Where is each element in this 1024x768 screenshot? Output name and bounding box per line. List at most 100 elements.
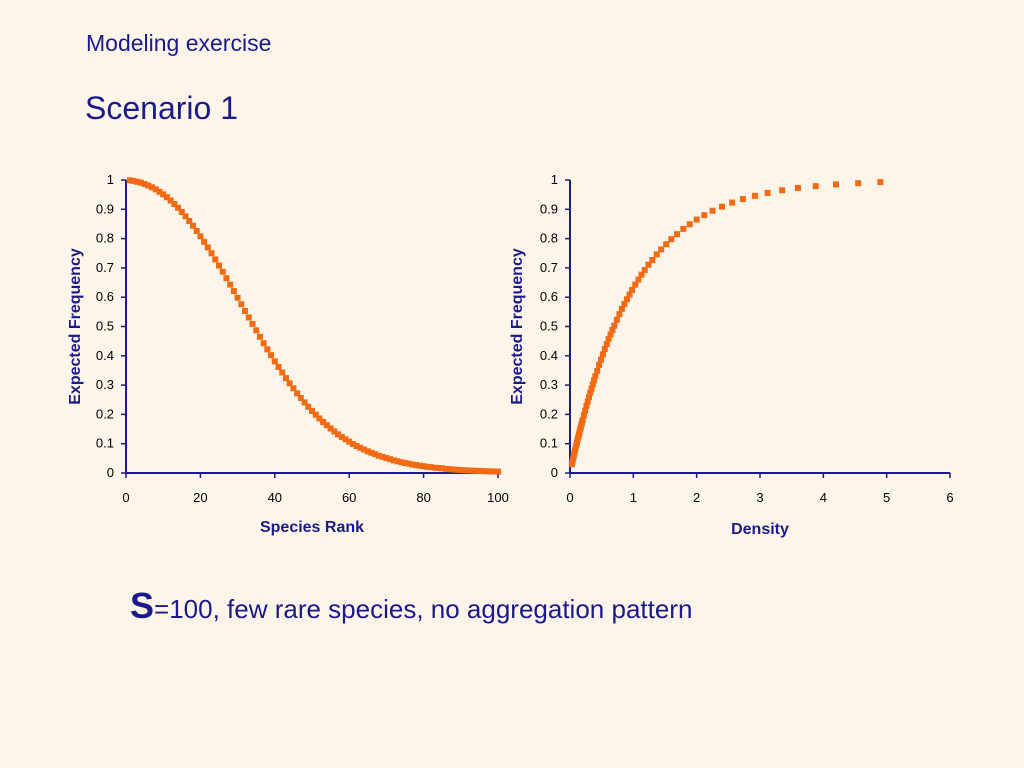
density-data-point bbox=[603, 341, 610, 348]
rank-data-point bbox=[405, 460, 412, 467]
rank-data-point bbox=[152, 186, 159, 193]
rank-data-point bbox=[349, 440, 356, 447]
rank-data-point bbox=[450, 466, 457, 473]
density-data-point bbox=[621, 300, 628, 307]
rank-data-point bbox=[424, 463, 431, 470]
rank-data-point bbox=[137, 179, 144, 186]
rank-data-point bbox=[361, 446, 368, 453]
rank-data-point bbox=[394, 458, 401, 465]
density-data-point bbox=[638, 271, 645, 278]
rank-data-point bbox=[383, 455, 390, 462]
rank-data-point bbox=[175, 204, 182, 211]
rank-y-tick-label: 0.6 bbox=[96, 289, 114, 304]
rank-data-point bbox=[149, 184, 156, 191]
rank-data-point bbox=[305, 403, 312, 410]
rank-y-tick-label: 0.3 bbox=[96, 377, 114, 392]
rank-data-point bbox=[491, 468, 498, 475]
density-data-point bbox=[764, 189, 771, 196]
rank-x-tick-label: 20 bbox=[193, 490, 207, 505]
rank-data-point bbox=[126, 177, 133, 184]
density-data-point bbox=[680, 225, 687, 232]
rank-data-point bbox=[182, 213, 189, 220]
rank-data-point bbox=[476, 467, 483, 474]
rank-data-point bbox=[316, 415, 323, 422]
rank-data-point bbox=[253, 327, 260, 334]
density-y-tick-label: 1 bbox=[551, 172, 558, 187]
rank-data-point bbox=[346, 438, 353, 445]
rank-data-point bbox=[342, 436, 349, 443]
density-data-point bbox=[729, 199, 736, 206]
density-data-point bbox=[601, 346, 608, 353]
density-y-tick-label: 0.2 bbox=[540, 406, 558, 421]
rank-data-point bbox=[413, 462, 420, 469]
rank-data-point bbox=[134, 178, 141, 185]
density-data-point bbox=[855, 180, 862, 187]
rank-y-tick-label: 0.1 bbox=[96, 436, 114, 451]
density-data-point bbox=[598, 356, 605, 363]
density-data-point bbox=[582, 407, 589, 414]
rank-y-tick-label: 1 bbox=[107, 172, 114, 187]
rank-data-point bbox=[201, 238, 208, 245]
density-data-point bbox=[609, 327, 616, 334]
density-data-point bbox=[635, 276, 642, 283]
rank-data-point bbox=[242, 307, 249, 314]
rank-data-point bbox=[264, 346, 271, 353]
rank-data-point bbox=[249, 320, 256, 327]
density-data-point bbox=[641, 266, 648, 273]
rank-data-point bbox=[234, 294, 241, 301]
density-data-point bbox=[653, 251, 660, 258]
density-data-point bbox=[580, 412, 587, 419]
density-data-point bbox=[605, 336, 612, 343]
rank-data-point bbox=[446, 466, 453, 473]
density-data-point bbox=[751, 192, 758, 199]
rank-data-point bbox=[294, 390, 301, 397]
rank-data-point bbox=[442, 465, 449, 472]
rank-data-point bbox=[167, 197, 174, 204]
rank-data-point bbox=[465, 467, 472, 474]
density-y-tick-label: 0.8 bbox=[540, 231, 558, 246]
rank-data-point bbox=[178, 208, 185, 215]
density-data-point bbox=[583, 402, 590, 409]
rank-data-point bbox=[282, 375, 289, 382]
rank-data-point bbox=[402, 460, 408, 467]
density-data-point bbox=[596, 361, 603, 368]
rank-data-point bbox=[193, 227, 200, 234]
density-y-tick-label: 0.9 bbox=[540, 201, 558, 216]
density-x-tick-label: 6 bbox=[946, 490, 953, 505]
density-x-tick-label: 4 bbox=[820, 490, 827, 505]
density-data-point bbox=[591, 377, 598, 384]
caption-s-symbol: S bbox=[130, 585, 155, 626]
density-data-point bbox=[709, 207, 716, 214]
density-data-point bbox=[779, 187, 786, 194]
rank-x-tick-label: 80 bbox=[416, 490, 430, 505]
density-data-point bbox=[629, 286, 636, 293]
density-data-point bbox=[632, 281, 639, 288]
rank-data-point bbox=[189, 222, 196, 229]
rank-data-point bbox=[435, 465, 442, 472]
slide-header: Modeling exercise bbox=[86, 30, 272, 56]
rank-data-point bbox=[186, 218, 193, 225]
density-data-point bbox=[739, 196, 746, 203]
rank-x-tick-label: 40 bbox=[268, 490, 282, 505]
rank-data-point bbox=[130, 177, 137, 184]
rank-data-point bbox=[320, 419, 327, 426]
slide-caption: S=100, few rare species, no aggregation … bbox=[130, 585, 692, 627]
density-data-point bbox=[686, 221, 693, 228]
density-y-axis-title: Expected Frequency bbox=[509, 248, 526, 405]
rank-data-point bbox=[219, 268, 226, 275]
rank-data-point bbox=[279, 369, 286, 376]
density-data-point bbox=[877, 179, 884, 186]
rank-y-tick-label: 0.9 bbox=[96, 201, 114, 216]
rank-data-point bbox=[357, 444, 364, 451]
caption-text: =100, few rare species, no aggregation p… bbox=[154, 594, 693, 624]
density-data-point bbox=[613, 316, 620, 323]
rank-data-point bbox=[216, 262, 222, 269]
density-x-axis-title: Density bbox=[731, 521, 789, 538]
density-y-tick-label: 0.4 bbox=[540, 348, 558, 363]
rank-data-point bbox=[327, 425, 334, 432]
density-data-point bbox=[599, 351, 606, 358]
slide-title: Scenario 1 bbox=[85, 90, 238, 126]
density-x-tick-label: 1 bbox=[630, 490, 637, 505]
rank-data-point bbox=[461, 467, 468, 474]
density-data-point bbox=[616, 311, 623, 318]
